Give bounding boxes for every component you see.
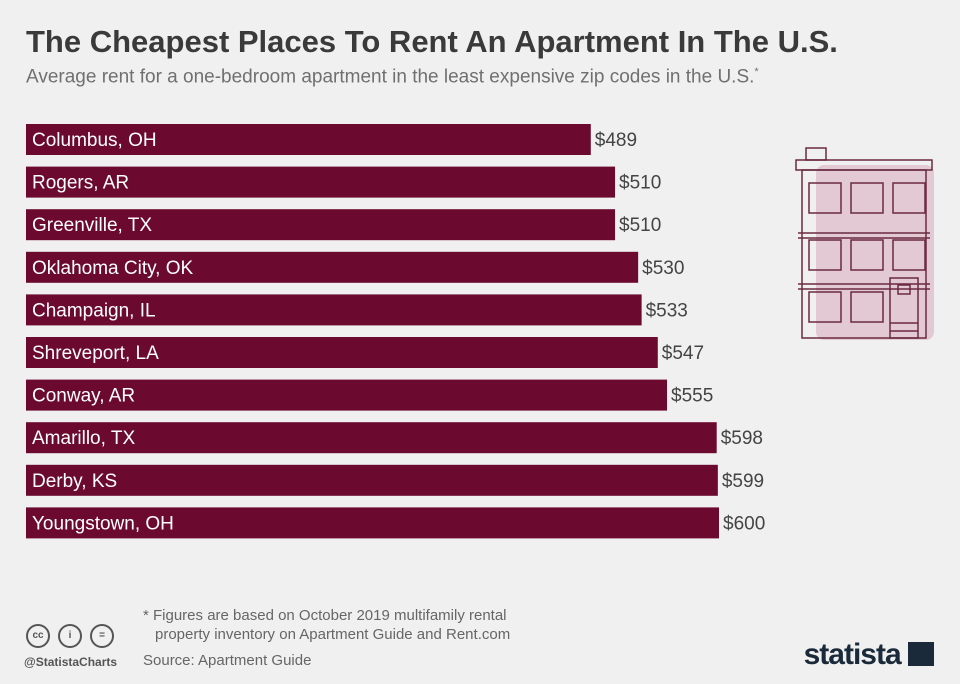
bar bbox=[26, 251, 639, 283]
twitter-handle: @StatistaCharts bbox=[24, 655, 118, 669]
category-label: Amarillo, TX bbox=[32, 428, 135, 449]
cc-icon: cc bbox=[26, 624, 50, 648]
brand-text: statista bbox=[803, 638, 902, 671]
category-label: Oklahoma City, OK bbox=[32, 258, 194, 279]
value-label: $510 bbox=[619, 215, 661, 236]
category-label: Rogers, AR bbox=[32, 173, 129, 194]
subtitle-asterisk: * bbox=[754, 66, 759, 78]
chart-subtitle: Average rent for a one-bedroom apartment… bbox=[26, 66, 759, 88]
bar bbox=[26, 379, 668, 411]
value-label: $547 bbox=[662, 343, 704, 364]
nd-icon: = bbox=[90, 624, 114, 648]
bar bbox=[26, 464, 718, 496]
statista-logo[interactable]: statista bbox=[804, 638, 934, 672]
category-label: Derby, KS bbox=[32, 471, 117, 492]
category-label: Youngstown, OH bbox=[32, 513, 174, 534]
source-text: Source: Apartment Guide bbox=[143, 652, 312, 669]
bar bbox=[26, 337, 658, 368]
category-label: Columbus, OH bbox=[32, 130, 157, 151]
bar bbox=[26, 294, 642, 326]
category-label: Conway, AR bbox=[32, 386, 135, 407]
value-label: $530 bbox=[642, 258, 684, 279]
footnote-line2: property inventory on Apartment Guide an… bbox=[155, 626, 511, 643]
bar bbox=[26, 507, 719, 539]
value-label: $600 bbox=[723, 513, 765, 534]
bar bbox=[26, 209, 616, 241]
value-label: $555 bbox=[671, 386, 713, 407]
bar bbox=[26, 422, 717, 454]
bar bbox=[26, 166, 616, 198]
building-illustration-icon bbox=[795, 147, 934, 340]
value-label: $533 bbox=[646, 300, 688, 321]
chart-title: The Cheapest Places To Rent An Apartment… bbox=[26, 24, 838, 59]
value-label: $598 bbox=[721, 428, 763, 449]
category-label: Shreveport, LA bbox=[32, 343, 159, 364]
bar bbox=[26, 124, 591, 155]
value-label: $510 bbox=[619, 173, 661, 194]
footnote-line1: * Figures are based on October 2019 mult… bbox=[143, 607, 507, 624]
subtitle-text: Average rent for a one-bedroom apartment… bbox=[26, 66, 755, 88]
by-icon: i bbox=[58, 624, 82, 648]
category-label: Champaign, IL bbox=[32, 300, 156, 321]
category-label: Greenville, TX bbox=[32, 215, 152, 236]
value-label: $489 bbox=[595, 130, 637, 151]
statista-mark-icon bbox=[908, 642, 934, 666]
value-label: $599 bbox=[722, 471, 764, 492]
